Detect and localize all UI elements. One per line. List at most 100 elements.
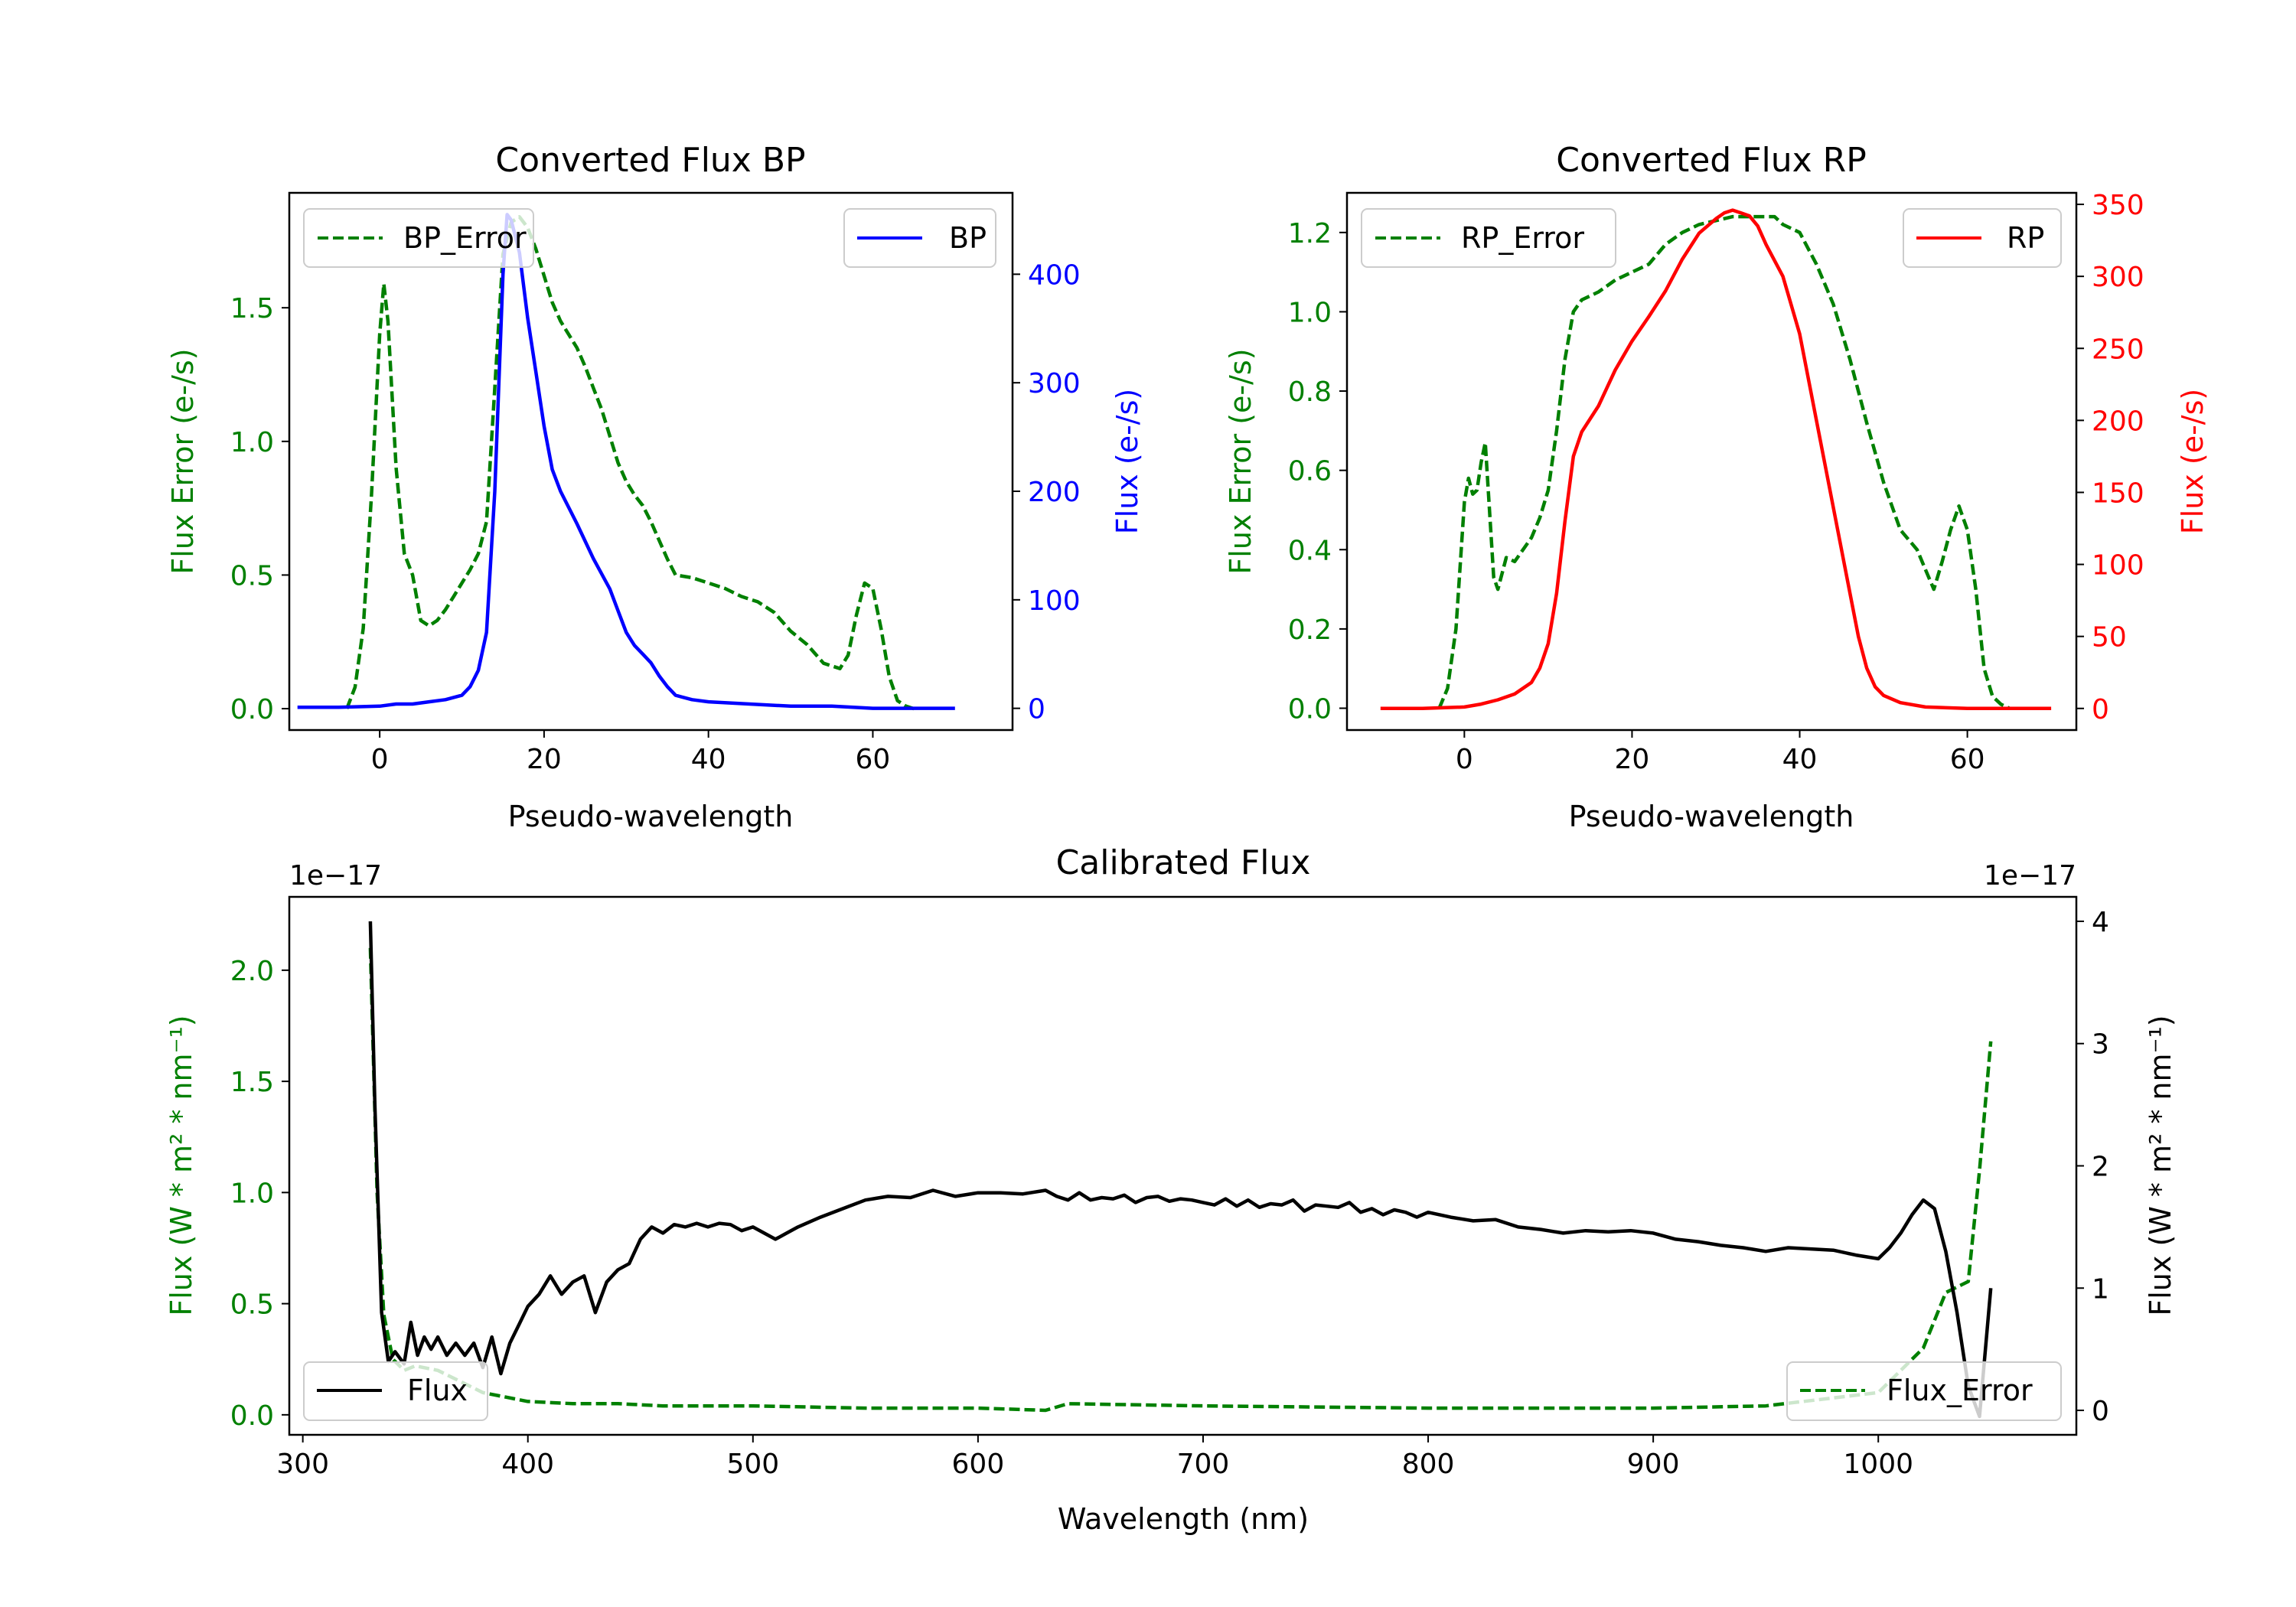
x-tick-label: 900 xyxy=(1627,1449,1680,1480)
x-tick-label: 800 xyxy=(1402,1449,1455,1480)
legend-left: RP_Error xyxy=(1361,208,1616,268)
right-offset-label: 1e−17 xyxy=(1984,860,2076,892)
y-tick-label: 150 xyxy=(2092,478,2144,509)
axes-frame xyxy=(1345,191,2078,732)
x-tick-label: 600 xyxy=(952,1449,1005,1480)
x-axis-label: Pseudo-wavelength xyxy=(508,800,794,833)
y-tick-label: 0 xyxy=(1028,694,1045,725)
panel-converted-flux-rp: Converted Flux RP 0 20 40 60 0.00.20.40.60.… xyxy=(1224,141,2210,833)
y-tick-label: 0.0 xyxy=(1288,694,1332,725)
x-axis-label: Wavelength (nm) xyxy=(1058,1502,1309,1536)
y-tick-label: 0 xyxy=(2092,694,2109,725)
y-tick-label: 3 xyxy=(2092,1029,2109,1061)
legend-box xyxy=(303,208,534,268)
legend-right: BP xyxy=(843,208,996,268)
legend-label: Flux_Error xyxy=(1887,1374,2033,1407)
left-y-axis-label: Flux Error (e-/s) xyxy=(166,348,200,574)
x-tick-label: 0 xyxy=(1456,744,1473,775)
legend-right: Flux_Error xyxy=(1786,1361,2062,1421)
right-y-axis-ticks: 0 100 200 300 400 xyxy=(1013,259,1081,725)
y-tick-label: 50 xyxy=(2092,622,2127,654)
left-y-axis-ticks: 0.0 0.2 0.4 0.6 0.8 1.0 1.2 xyxy=(1288,218,1347,725)
series-line-flux xyxy=(368,921,1993,1419)
y-tick-label: 300 xyxy=(2092,262,2144,293)
series-line-bp xyxy=(297,213,955,710)
x-tick-label: 20 xyxy=(1615,744,1650,775)
legend-box xyxy=(1361,208,1616,268)
chart-title: Calibrated Flux xyxy=(1056,843,1311,882)
x-tick-label: 300 xyxy=(276,1449,329,1480)
y-tick-label: 200 xyxy=(2092,406,2144,437)
y-tick-label: 4 xyxy=(2092,907,2109,938)
chart-title: Converted Flux BP xyxy=(495,141,805,180)
series-line-rp-error xyxy=(1437,214,2011,710)
y-tick-label: 1.5 xyxy=(230,1067,274,1098)
y-tick-label: 0.4 xyxy=(1288,535,1332,566)
x-axis-label: Pseudo-wavelength xyxy=(1569,800,1854,833)
legend-label: BP_Error xyxy=(403,221,527,255)
legend-box xyxy=(1903,208,2062,268)
y-tick-label: 300 xyxy=(1028,368,1081,399)
axes-frame xyxy=(288,191,1014,732)
legend-right: RP xyxy=(1903,208,2062,268)
x-tick-label: 40 xyxy=(691,744,726,775)
y-tick-label: 0.8 xyxy=(1288,376,1332,408)
legend-box xyxy=(1786,1361,2062,1421)
x-tick-label: 40 xyxy=(1782,744,1818,775)
y-tick-label: 2.0 xyxy=(230,956,274,987)
right-y-axis-ticks: 0 50 100 150 200 250 300 350 xyxy=(2076,190,2144,725)
plot-area xyxy=(1380,208,2052,711)
legend-label: BP xyxy=(949,221,987,255)
y-tick-label: 1.0 xyxy=(230,427,274,458)
y-tick-label: 0.5 xyxy=(230,1289,274,1321)
x-tick-label: 0 xyxy=(371,744,389,775)
right-y-axis-label: Flux (W * m² * nm⁻¹) xyxy=(2144,1015,2177,1315)
x-axis-ticks: 0 20 40 60 xyxy=(371,730,891,775)
y-tick-label: 0.0 xyxy=(230,694,274,725)
y-tick-label: 0.0 xyxy=(230,1400,274,1432)
left-offset-label: 1e−17 xyxy=(289,860,382,892)
y-tick-label: 1.0 xyxy=(230,1178,274,1209)
left-y-axis-ticks: 0.0 0.5 1.0 1.5 2.0 xyxy=(230,956,289,1432)
x-tick-label: 700 xyxy=(1177,1449,1230,1480)
right-y-axis-ticks: 0 1 2 3 4 xyxy=(2076,907,2109,1427)
y-tick-label: 2 xyxy=(2092,1152,2109,1183)
x-tick-label: 500 xyxy=(726,1449,779,1480)
legend-left: Flux xyxy=(303,1361,488,1421)
y-tick-label: 1.5 xyxy=(230,293,274,324)
panel-converted-flux-bp: Converted Flux BP 0 20 40 60 0.0 0.5 1.0 1.5 0… xyxy=(166,141,1144,833)
plot-area xyxy=(297,213,955,711)
series-line-bp-error xyxy=(345,215,915,711)
x-tick-label: 1000 xyxy=(1843,1449,1913,1480)
panel-calibrated-flux: Calibrated Flux 1e−17 1e−17 300 400 500 600… xyxy=(165,843,2177,1536)
y-tick-label: 1 xyxy=(2092,1273,2109,1305)
legend-box xyxy=(303,1361,488,1421)
y-tick-label: 350 xyxy=(2092,190,2144,221)
series-line-rp xyxy=(1380,208,2052,711)
x-tick-label: 60 xyxy=(1950,744,1985,775)
x-tick-label: 60 xyxy=(856,744,891,775)
left-y-axis-label: Flux (W * m² * nm⁻¹) xyxy=(165,1015,198,1315)
legend-label: RP xyxy=(2007,221,2044,255)
legend-label: Flux xyxy=(407,1374,468,1407)
legend-label: RP_Error xyxy=(1461,221,1584,255)
left-y-axis-ticks: 0.0 0.5 1.0 1.5 xyxy=(230,293,289,725)
x-tick-label: 20 xyxy=(527,744,562,775)
y-tick-label: 1.2 xyxy=(1288,218,1332,249)
right-y-axis-label: Flux (e-/s) xyxy=(2176,389,2210,534)
y-tick-label: 250 xyxy=(2092,334,2144,365)
y-tick-label: 0 xyxy=(2092,1396,2109,1427)
x-axis-ticks: 0 20 40 60 xyxy=(1456,730,1985,775)
y-tick-label: 0.5 xyxy=(230,560,274,592)
x-tick-label: 400 xyxy=(501,1449,554,1480)
left-y-axis-label: Flux Error (e-/s) xyxy=(1224,348,1257,574)
chart-title: Converted Flux RP xyxy=(1556,141,1867,180)
y-tick-label: 400 xyxy=(1028,259,1081,291)
right-y-axis-label: Flux (e-/s) xyxy=(1110,389,1144,534)
y-tick-label: 200 xyxy=(1028,477,1081,508)
y-tick-label: 100 xyxy=(2092,550,2144,582)
legend-left: BP_Error xyxy=(303,208,534,268)
y-tick-label: 100 xyxy=(1028,585,1081,617)
x-axis-ticks: 300 400 500 600 700 800 900 1000 xyxy=(276,1435,1913,1480)
